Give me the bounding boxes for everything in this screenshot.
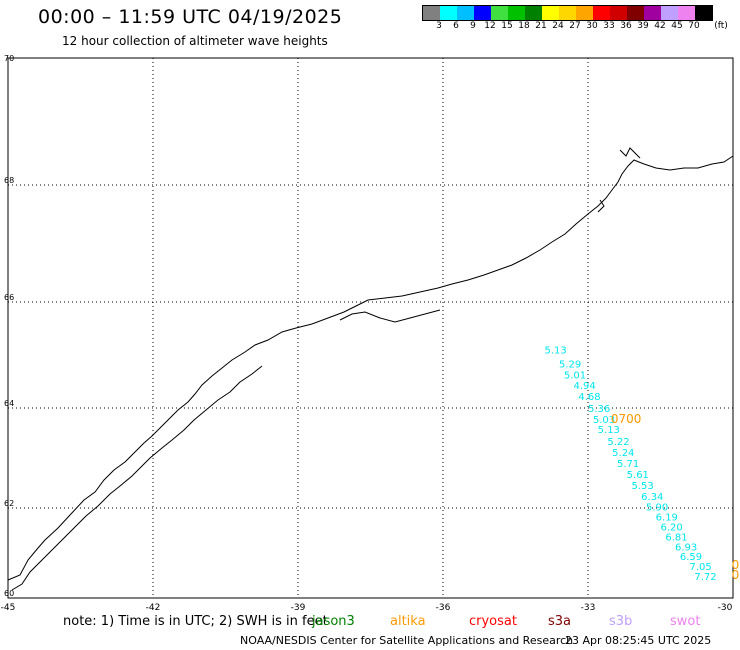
lon-tick-label: -42: [146, 603, 161, 613]
lat-tick-label: 70: [4, 54, 14, 63]
wave-height-value: 6.81: [665, 532, 687, 543]
wave-height-value: 7.72: [694, 572, 716, 583]
wave-height-value: 5.71: [617, 459, 639, 470]
wave-height-value: 7.05: [690, 562, 712, 573]
color-swatch: [678, 6, 695, 20]
wave-height-value: 5.01: [564, 370, 586, 381]
color-legend-label: 15: [501, 21, 513, 31]
lat-tick-label: 60: [4, 589, 14, 598]
color-legend-label: 18: [518, 21, 530, 31]
color-swatch: [661, 6, 678, 20]
satellite-legend-item: s3a: [548, 614, 572, 629]
lat-tick-label: 68: [4, 176, 14, 185]
wave-track: 5.135.295.014.944.685.365.035.135.225.24…: [545, 345, 740, 583]
color-legend-label: 36: [620, 21, 632, 31]
color-legend-unit: (ft): [714, 21, 728, 31]
footnote: note: 1) Time is in UTC; 2) SWH is in fe…: [63, 614, 328, 629]
wave-height-value: 5.90: [646, 503, 668, 514]
pass-time-label: 0659: [732, 558, 740, 572]
lon-tick-label: -33: [581, 603, 596, 613]
color-legend-label: 12: [484, 21, 496, 31]
color-swatch: [474, 6, 491, 20]
timestamp: 23 Apr 08:25:45 UTC 2025: [565, 634, 712, 647]
wave-height-value: 5.61: [627, 470, 649, 481]
color-legend-label: 30: [586, 21, 598, 31]
color-legend: [422, 5, 713, 21]
color-swatch: [423, 6, 440, 20]
wave-height-value: 6.59: [680, 552, 702, 563]
page-title: 00:00 – 11:59 UTC 04/19/2025: [38, 6, 343, 28]
wave-height-value: 5.13: [545, 345, 567, 356]
color-legend-label: 70: [688, 21, 700, 31]
color-legend-label: 33: [603, 21, 615, 31]
wave-height-value: 5.53: [632, 481, 654, 492]
color-legend-label: 45: [671, 21, 683, 31]
color-swatch: [627, 6, 644, 20]
color-swatch: [542, 6, 559, 20]
pass-time-label: 0700: [611, 412, 642, 426]
wave-height-value: 6.93: [675, 542, 697, 553]
color-swatch: [695, 6, 712, 20]
wave-height-value: 4.68: [578, 392, 600, 403]
greenland-coastline: [7, 155, 734, 581]
wave-height-value: 5.03: [593, 415, 615, 426]
color-swatch: [559, 6, 576, 20]
greenland-coastline-detail: [11, 147, 641, 591]
satellite-legend-item: s3b: [609, 614, 633, 629]
color-swatch: [610, 6, 627, 20]
lat-tick-label: 66: [4, 293, 14, 302]
wave-height-value: 5.22: [607, 437, 629, 448]
lon-tick-label: -30: [718, 603, 733, 613]
wave-height-value: 4.94: [574, 381, 596, 392]
color-legend-label: 24: [552, 21, 564, 31]
wave-height-value: 5.36: [588, 404, 610, 415]
wave-height-value: 5.13: [598, 425, 620, 436]
color-legend-label: 9: [470, 21, 476, 31]
axis-tick-labels: -45 -42 -39 -36 -33 -30 70 68 66 64 62 60: [1, 54, 733, 613]
lon-tick-label: -45: [1, 603, 16, 613]
color-swatch: [644, 6, 661, 20]
color-swatch: [508, 6, 525, 20]
lat-tick-label: 62: [4, 499, 14, 508]
color-legend-label: 39: [637, 21, 649, 31]
color-legend-label: 6: [453, 21, 459, 31]
color-swatch: [525, 6, 542, 20]
color-legend-labels: 3 6 9 12 15 18 21 24 27 30 33 36 39 42 45 70 (ft): [422, 21, 740, 33]
lat-tick-label: 64: [4, 399, 14, 408]
wave-height-value: 6.34: [641, 492, 663, 503]
wave-height-value: 6.20: [661, 523, 683, 534]
credit-text: NOAA/NESDIS Center for Satellite Applica…: [240, 634, 574, 647]
color-swatch: [576, 6, 593, 20]
lon-tick-label: -36: [436, 603, 451, 613]
color-swatch: [593, 6, 610, 20]
color-legend-label: 3: [436, 21, 442, 31]
color-legend-label: 42: [654, 21, 666, 31]
graticule: [8, 58, 733, 598]
lon-tick-label: -39: [291, 603, 306, 613]
color-swatch: [440, 6, 457, 20]
color-swatch: [491, 6, 508, 20]
satellite-legend-item: swot: [670, 614, 701, 629]
color-legend-label: 27: [569, 21, 581, 31]
wave-height-value: 5.24: [612, 448, 634, 459]
satellite-legend-item: cryosat: [469, 614, 517, 629]
wave-height-value: 5.29: [559, 360, 581, 371]
wave-height-value: 6.19: [656, 513, 678, 524]
satellite-legend-item: jason3: [312, 614, 355, 629]
satellite-legend-item: altika: [390, 614, 426, 629]
page-subtitle: 12 hour collection of altimeter wave hei…: [62, 34, 328, 48]
color-legend-label: 21: [535, 21, 547, 31]
pass-time-label: 065: [732, 568, 740, 582]
map-frame: [7, 57, 734, 599]
color-swatch: [457, 6, 474, 20]
